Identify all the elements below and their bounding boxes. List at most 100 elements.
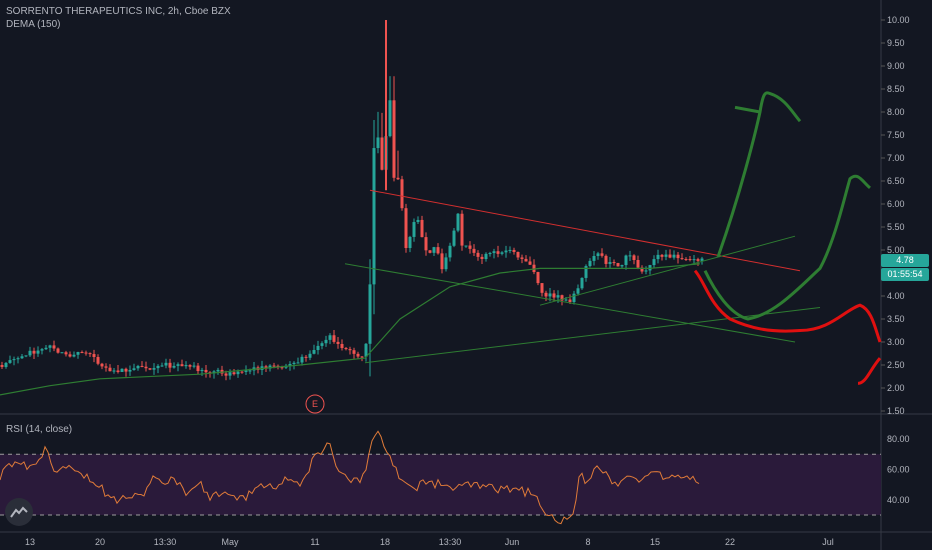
candle-body [156, 365, 160, 369]
candle-body [460, 213, 464, 246]
candle-body [472, 248, 476, 253]
symbol-title: SORRENTO THERAPEUTICS INC, 2h, Cboe BZX [6, 6, 231, 17]
candle-body [180, 364, 184, 367]
candle-body [328, 335, 332, 340]
candle-body [496, 251, 500, 254]
candle-body [440, 253, 444, 270]
rsi-axis-label: 40.00 [887, 495, 910, 505]
candle-body [604, 255, 608, 264]
candle-body [388, 100, 392, 137]
candle-body [300, 356, 304, 363]
candle-body [648, 265, 652, 271]
candle-body [516, 251, 520, 258]
candle-body [680, 258, 684, 260]
candle-body [400, 179, 404, 209]
dema-indicator-label[interactable]: DEMA (150) [6, 19, 61, 30]
candle-body [0, 365, 4, 367]
candle-body [160, 365, 164, 367]
candle-body [524, 258, 528, 262]
candle-body [360, 356, 364, 358]
candle-body [24, 355, 28, 357]
candle-body [364, 343, 368, 357]
tradingview-logo-icon[interactable] [5, 498, 33, 526]
candle-body [448, 245, 452, 258]
candle-body [552, 293, 556, 298]
candle-body [36, 350, 40, 354]
candle-body [140, 365, 144, 367]
bearish-projection [693, 269, 882, 385]
candle-body [476, 252, 480, 257]
candle-body [548, 293, 552, 297]
dema-line [0, 263, 701, 396]
candle-body [480, 256, 484, 260]
candle-body [72, 354, 76, 357]
candle-body [520, 257, 524, 259]
price-axis-label: 2.00 [887, 383, 905, 393]
candle-body [76, 352, 80, 355]
candle-body [568, 299, 572, 303]
candle-body [436, 247, 440, 254]
candle-body [420, 219, 424, 238]
price-axis-label: 4.00 [887, 291, 905, 301]
time-axis-label: 22 [725, 537, 735, 547]
candle-body [580, 277, 584, 289]
candle-body [224, 373, 228, 376]
candle-body [176, 364, 180, 366]
candle-body [148, 368, 152, 370]
candle-body [308, 353, 312, 358]
candle-body [96, 357, 100, 364]
candle-body [484, 253, 488, 260]
support-trendline [364, 307, 821, 364]
time-axis-label: 8 [585, 537, 590, 547]
candle-body [556, 295, 560, 298]
rising-trendline [539, 235, 796, 306]
candle-body [292, 362, 296, 364]
time-axis-label: Jun [505, 537, 520, 547]
candle-body [412, 222, 416, 237]
candle-body [8, 360, 12, 363]
candle-body [468, 245, 472, 249]
candle-body [332, 335, 336, 342]
candle-body [144, 366, 148, 369]
candle-body [172, 365, 176, 368]
rsi-indicator-label[interactable]: RSI (14, close) [6, 424, 73, 435]
candle-body [540, 283, 544, 293]
candle-body [136, 365, 140, 369]
candle-body [416, 219, 420, 223]
candle-body [672, 254, 676, 258]
candle-body [664, 254, 668, 257]
candle-body [60, 352, 64, 354]
candle-body [348, 349, 352, 351]
candle-body [464, 245, 468, 247]
rsi-axis-label: 80.00 [887, 434, 910, 444]
candle-body [456, 213, 460, 231]
time-axis-label: 13:30 [154, 537, 177, 547]
bullish-projection-2 [703, 174, 872, 321]
earnings-marker-label: E [312, 399, 318, 409]
candle-body [620, 265, 624, 267]
candle-body [216, 369, 220, 372]
candle-body [656, 254, 660, 260]
candle-body [632, 255, 636, 261]
candle-body [640, 267, 644, 272]
candle-body [272, 365, 276, 367]
resistance-trendline [369, 189, 801, 272]
candle-body [204, 369, 208, 373]
candle-body [696, 259, 700, 261]
candle-body [352, 350, 356, 354]
time-axis-label: 20 [95, 537, 105, 547]
candle-body [32, 350, 36, 354]
candle-body [592, 256, 596, 261]
candle-body [268, 365, 272, 369]
candle-body [596, 253, 600, 257]
candle-body [560, 295, 564, 301]
price-axis-label: 9.50 [887, 38, 905, 48]
candle-body [492, 251, 496, 254]
candle-body [84, 352, 88, 354]
channel-lower-trendline [344, 263, 796, 343]
candle-body [212, 371, 216, 374]
candle-body [652, 259, 656, 266]
price-axis-label: 3.00 [887, 337, 905, 347]
